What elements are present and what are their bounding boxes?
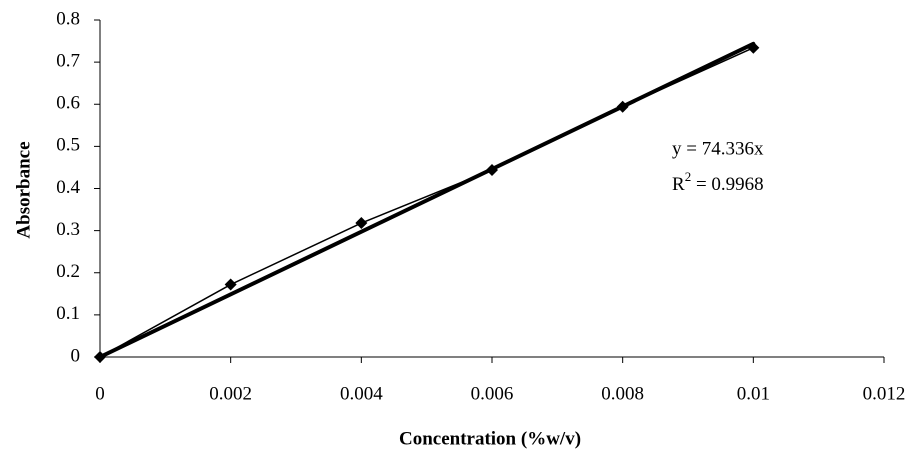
r2-sup: 2 — [685, 169, 692, 184]
trendline — [98, 41, 756, 359]
y-tick-label: 0 — [71, 345, 81, 366]
data-point — [224, 278, 237, 291]
x-axis-label: Concentration (%w/v) — [399, 428, 581, 449]
x-tick-label: 0 — [95, 383, 105, 404]
x-tick-label: 0.004 — [340, 383, 383, 404]
y-tick-label: 0.5 — [56, 135, 80, 156]
data-point — [747, 41, 760, 54]
x-tick-label: 0.012 — [863, 383, 906, 404]
y-tick-label: 0.6 — [56, 93, 80, 114]
y-tick-label: 0.8 — [56, 8, 80, 29]
y-tick-label: 0.4 — [56, 177, 80, 198]
y-tick-label: 0.2 — [56, 261, 80, 282]
x-tick-label: 0.002 — [209, 383, 252, 404]
data-point — [616, 100, 629, 113]
data-point — [355, 217, 368, 230]
r2-text: = 0.9968 — [691, 174, 763, 195]
trendline-equation: y = 74.336x — [672, 138, 764, 159]
y-axis-label: Absorbance — [13, 141, 34, 238]
y-tick-label: 0.3 — [56, 219, 80, 240]
y-tick-label: 0.7 — [56, 50, 80, 71]
r2-base: R — [672, 174, 685, 195]
x-tick-label: 0.01 — [737, 383, 770, 404]
series-line — [99, 47, 754, 358]
x-tick-label: 0.006 — [471, 383, 514, 404]
x-tick-label: 0.008 — [601, 383, 644, 404]
y-tick-label: 0.1 — [56, 303, 80, 324]
data-point — [486, 163, 498, 176]
data-point — [94, 351, 106, 363]
r-squared: R2 = 0.9968 — [672, 169, 764, 195]
